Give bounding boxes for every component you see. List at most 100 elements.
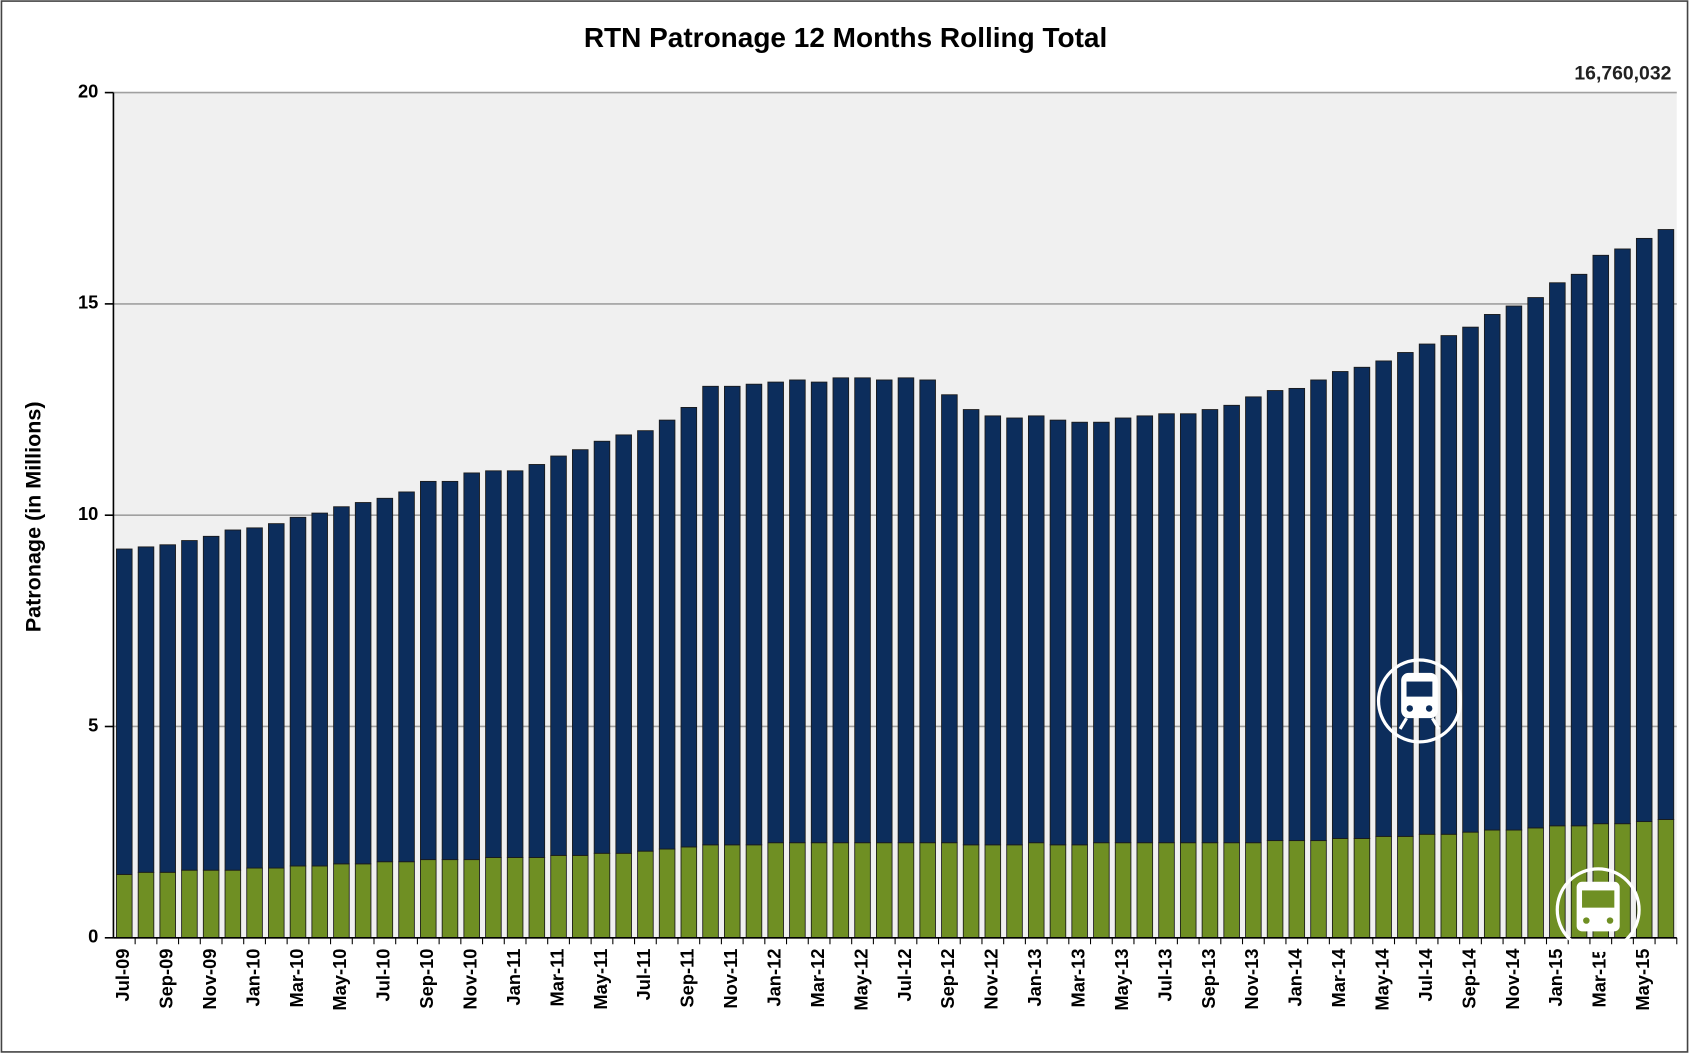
bar-segment [897, 377, 915, 844]
bar-segment [1245, 396, 1262, 844]
bar-segment [1353, 366, 1371, 839]
x-tick-label: Jan-14 [1285, 948, 1306, 1007]
chart-title: RTN Patronage 12 Months Rolling Total [584, 22, 1107, 53]
bar-segment [724, 844, 741, 939]
bar-segment [1266, 390, 1284, 842]
bar-segment [702, 385, 719, 846]
bar-segment [137, 546, 155, 873]
y-tick-label: 0 [88, 926, 98, 947]
bar-segment [1223, 404, 1240, 844]
bar-segment [1158, 413, 1175, 844]
bar-segment [159, 544, 176, 873]
bar-segment [1114, 842, 1132, 939]
bar-segment [984, 844, 1002, 939]
bar-segment [137, 871, 155, 939]
bar-segment [1201, 409, 1219, 844]
bar-segment [246, 867, 263, 939]
bar-segment [1027, 842, 1045, 939]
bar-segment [680, 846, 698, 939]
bar-segment [1397, 835, 1414, 939]
bar-segment [1657, 819, 1675, 939]
bar-segment [789, 842, 806, 939]
bus-icon [1555, 867, 1641, 953]
bar-segment [615, 434, 632, 854]
bar-segment [1331, 838, 1349, 939]
bar-segment [572, 854, 589, 939]
bar-segment [420, 859, 437, 939]
x-tick-label: May-15 [1632, 949, 1653, 1011]
bar-segment [1353, 838, 1371, 939]
bar-segment [289, 865, 307, 939]
bar-segment [463, 472, 480, 861]
x-tick-label: Nov-11 [720, 949, 741, 1009]
bar-segment [181, 540, 198, 871]
bar-segment [593, 852, 611, 939]
bar-segment [1071, 421, 1088, 846]
bar-segment [1462, 326, 1479, 833]
bar-segment [333, 506, 350, 865]
x-tick-label: Mar-15 [1589, 949, 1610, 1008]
x-tick-label: Sep-14 [1458, 948, 1479, 1009]
bar-segment [1201, 842, 1219, 939]
bar-segment [376, 497, 394, 863]
bar-segment [1418, 343, 1436, 835]
bar-segment [1093, 842, 1110, 939]
bar-segment [528, 464, 546, 858]
annotation: 16,760,032 [1574, 62, 1671, 84]
x-tick-label: May-14 [1371, 948, 1392, 1011]
bar-segment [1310, 840, 1327, 939]
bar-segment [1006, 417, 1023, 846]
x-tick-label: Sep-11 [677, 949, 698, 1008]
bar-segment [637, 430, 654, 852]
x-tick-label: Mar-10 [286, 949, 307, 1008]
bar-segment [941, 842, 958, 939]
bar-segment [876, 842, 893, 939]
x-tick-label: Sep-13 [1198, 949, 1219, 1009]
bar-segment [593, 440, 611, 854]
bar-segment [919, 842, 936, 939]
bar-segment [1288, 387, 1306, 842]
bar-segment [832, 842, 850, 939]
bar-segment [224, 869, 242, 939]
bar-segment [289, 516, 307, 867]
bar-segment [724, 385, 741, 846]
bar-segment [897, 842, 915, 939]
bar-segment [1049, 844, 1067, 939]
bar-segment [1071, 844, 1088, 939]
bar-segment [745, 383, 763, 846]
bar-segment [311, 865, 328, 939]
bar-segment [1397, 352, 1414, 837]
x-tick-label: May-13 [1111, 949, 1132, 1011]
bar-segment [572, 449, 589, 856]
bar-segment [1179, 413, 1197, 844]
bar-segment [1483, 829, 1501, 939]
bar-segment [1614, 248, 1631, 825]
bar-segment [506, 857, 524, 939]
bar-segment [789, 379, 806, 844]
train-icon [1376, 658, 1462, 744]
bar-segment [1418, 833, 1436, 939]
bar-segment [984, 415, 1002, 846]
x-tick-label: Jan-10 [242, 949, 263, 1007]
bar-segment [1027, 415, 1045, 844]
x-tick-label: Sep-10 [416, 949, 437, 1009]
bar-segment [485, 857, 502, 939]
bar-segment [1049, 419, 1067, 846]
bar-segment [1440, 335, 1458, 835]
bar-segment [1440, 833, 1458, 939]
bar-segment [658, 419, 676, 850]
bar-segment [333, 863, 350, 939]
bar-segment [159, 871, 176, 939]
bar-segment [680, 407, 698, 848]
plot-area [104, 91, 1678, 945]
bar-segment [528, 857, 546, 939]
bar-segment [1505, 305, 1523, 831]
bar-segment [1179, 842, 1197, 939]
bar-segment [224, 529, 242, 871]
bar-segment [1158, 842, 1175, 939]
bar-segment [354, 863, 372, 939]
y-tick-label: 20 [78, 80, 98, 101]
bar-segment [1114, 417, 1132, 844]
bar-segment [1375, 360, 1392, 837]
